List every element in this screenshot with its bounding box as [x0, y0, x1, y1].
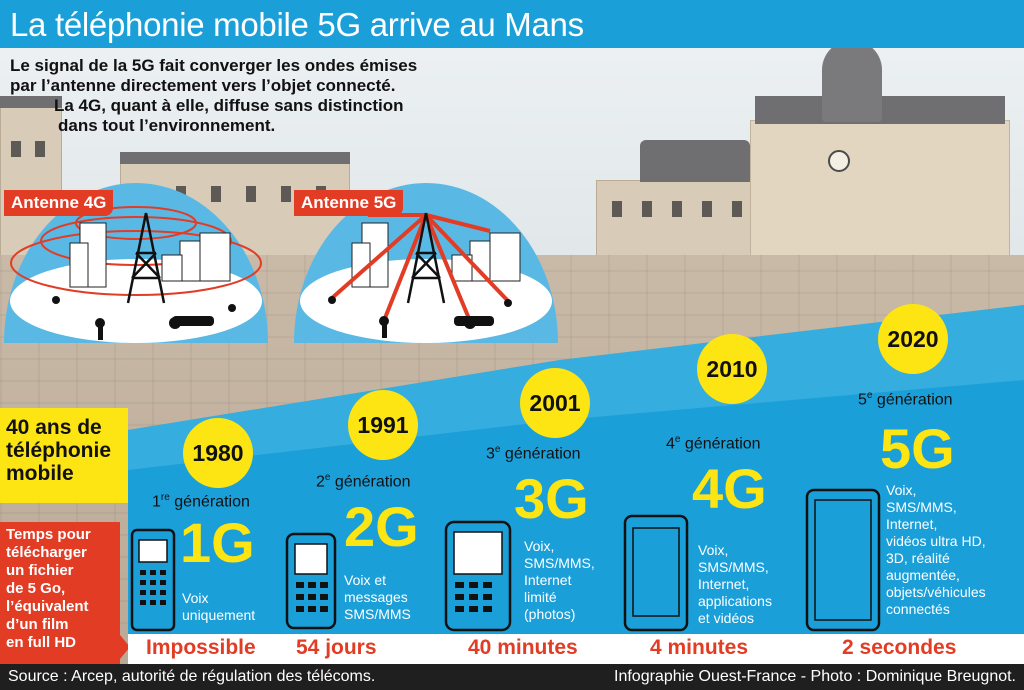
generation-desc-3g: Voix, SMS/MMS, Internet limité (photos): [524, 538, 595, 622]
antenna-4g-illustration: [4, 183, 268, 343]
download-time-label: Temps pour télécharger un fichier de 5 G…: [0, 522, 120, 664]
page-title: La téléphonie mobile 5G arrive au Mans: [10, 6, 584, 43]
download-line-3: un fichier: [6, 562, 74, 579]
side-title-line-1: 40 ans de: [6, 416, 102, 439]
download-time-5g: 2 secondes: [842, 636, 957, 659]
download-time-4g: 4 minutes: [650, 636, 749, 659]
phone-3g-icon: [444, 520, 512, 632]
download-times-row: [128, 634, 1024, 664]
download-time-2g: 54 jours: [296, 636, 377, 659]
intro-text: Le signal de la 5G fait converger les on…: [10, 56, 417, 136]
download-line-2: télécharger: [6, 544, 87, 561]
phone-4g-icon: [623, 514, 689, 632]
source-bar: Source : Arcep, autorité de régulation d…: [0, 664, 1024, 690]
clock-icon: [828, 150, 850, 172]
source-text: Source : Arcep, autorité de régulation d…: [8, 668, 376, 685]
intro-line-3: La 4G, quant à elle, diffuse sans distin…: [54, 96, 404, 115]
side-title-line-3: mobile: [6, 462, 74, 485]
side-title-line-2: téléphonie: [6, 439, 112, 462]
download-line-7: en full HD: [6, 634, 76, 651]
generation-desc-2g: Voix et messages SMS/MMS: [344, 572, 411, 622]
generation-desc-5g: Voix, SMS/MMS, Internet, vidéos ultra HD, 3D…: [886, 482, 986, 617]
year-circle-1991: 1991: [348, 390, 418, 460]
phone-5g-icon: [805, 488, 881, 632]
side-title: 40 ans de téléphonie mobile: [0, 410, 128, 500]
intro-line-4: dans tout l’environnement.: [58, 116, 276, 135]
year-circle-2001: 2001: [520, 368, 590, 438]
antenna-5g-illustration: [294, 183, 558, 343]
antenna-5g-label: Antenne 5G: [294, 190, 404, 216]
download-line-5: l’équivalent: [6, 598, 89, 615]
download-line-4: de 5 Go,: [6, 580, 66, 597]
generation-label-5: 5e génération: [858, 390, 953, 409]
download-line-1: Temps pour: [6, 526, 91, 543]
generation-name-4g: 4G: [692, 457, 767, 520]
generation-label-4: 4e génération: [666, 434, 761, 453]
year-circle-2020: 2020: [878, 304, 948, 374]
year-circle-1980: 1980: [183, 418, 253, 488]
generation-label-1: 1re génération: [152, 492, 250, 511]
generation-name-3g: 3G: [514, 467, 589, 530]
intro-line-2: par l’antenne directement vers l’objet c…: [10, 76, 396, 95]
generation-name-1g: 1G: [180, 511, 255, 574]
download-line-6: d’un film: [6, 616, 69, 633]
download-arrow-icon: [120, 635, 130, 659]
phone-2g-icon: [285, 532, 337, 630]
download-time-1g: Impossible: [146, 636, 256, 659]
year-circle-2010: 2010: [697, 334, 767, 404]
phone-1g-icon: [130, 528, 176, 632]
generation-name-2g: 2G: [344, 495, 419, 558]
download-time-3g: 40 minutes: [468, 636, 578, 659]
antenna-4g-label: Antenne 4G: [4, 190, 114, 216]
generation-label-3: 3e génération: [486, 444, 581, 463]
generation-name-5g: 5G: [880, 417, 955, 480]
side-title-box: [0, 408, 128, 503]
title-bar: [0, 0, 1024, 48]
intro-line-1: Le signal de la 5G fait converger les on…: [10, 56, 418, 75]
generation-desc-1g: Voix uniquement: [182, 590, 256, 623]
credit-text: Infographie Ouest-France - Photo : Domin…: [614, 668, 1016, 685]
church-dome: [822, 40, 882, 122]
generation-label-2: 2e génération: [316, 472, 411, 491]
tower-5g-icon: [406, 212, 446, 304]
tower-4g-icon: [126, 212, 166, 304]
generation-desc-4g: Voix, SMS/MMS, Internet, applications et vid…: [698, 542, 772, 626]
